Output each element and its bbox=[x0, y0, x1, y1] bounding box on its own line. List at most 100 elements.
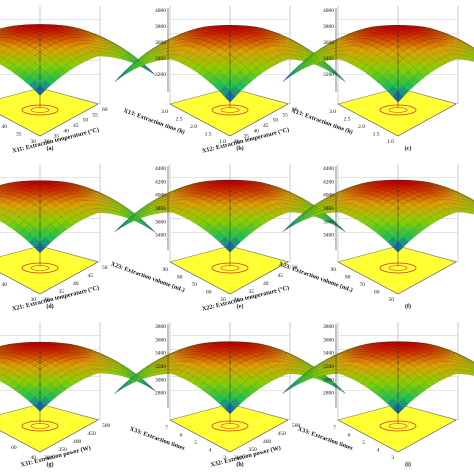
z-tick-label: 2800 bbox=[155, 391, 166, 397]
z-tick-label: 4000 bbox=[323, 193, 334, 199]
y-tick-label: 60 bbox=[11, 445, 17, 451]
y-tick-label: 6 bbox=[348, 433, 351, 439]
y-tick-label: 5 bbox=[362, 440, 365, 446]
x-tick-label: 500 bbox=[292, 423, 301, 429]
surface-patch bbox=[281, 223, 293, 233]
surface-patch bbox=[0, 188, 4, 191]
surface-patch bbox=[0, 30, 4, 33]
floor-edge bbox=[337, 419, 399, 453]
surface-patch bbox=[0, 44, 4, 49]
z-tick-label: 4400 bbox=[155, 166, 166, 172]
x-tick-label: 50 bbox=[292, 265, 298, 271]
surface-patch bbox=[113, 72, 125, 83]
z-tick-label: 3800 bbox=[323, 24, 334, 30]
x-tick-label: 30 bbox=[44, 297, 50, 303]
x-tick-label: 300 bbox=[234, 455, 243, 461]
surface bbox=[0, 180, 157, 254]
surface-patch bbox=[335, 385, 347, 395]
x-tick-label: 350 bbox=[249, 447, 258, 453]
z-tick-label: 3200 bbox=[155, 364, 166, 370]
z-tick-label: 3200 bbox=[155, 72, 166, 78]
y-tick-label: 1.0 bbox=[387, 139, 394, 145]
y-tick-label: 5 bbox=[194, 440, 197, 446]
z-tick-label: 4000 bbox=[155, 8, 166, 14]
surface-patch bbox=[0, 347, 4, 350]
y-axis-label: X33: Extraction times bbox=[297, 425, 355, 452]
panel-caption: (a) bbox=[47, 145, 54, 152]
surface-patch bbox=[0, 206, 4, 211]
y-tick-label: 30 bbox=[31, 139, 37, 145]
x-tick-label: 50 bbox=[83, 118, 89, 124]
surface-patch bbox=[0, 346, 4, 349]
floor-edge bbox=[169, 261, 231, 295]
y-tick-label: 3 bbox=[223, 455, 226, 461]
floor-edge bbox=[337, 261, 399, 295]
surface-patch bbox=[0, 349, 4, 352]
surface-patch bbox=[0, 201, 4, 205]
surface-patch bbox=[0, 345, 4, 348]
y-tick-label: 70 bbox=[360, 282, 366, 288]
panel-caption: (h) bbox=[236, 461, 243, 468]
surface bbox=[113, 341, 347, 415]
z-tick-label: 3400 bbox=[155, 56, 166, 62]
x-tick-label: 500 bbox=[102, 423, 111, 429]
surface-patch bbox=[140, 221, 151, 230]
x-tick-label: 30 bbox=[234, 139, 240, 145]
y-tick-label: 70 bbox=[192, 282, 198, 288]
z-tick-label: 3400 bbox=[155, 233, 166, 239]
z-tick-label: 4200 bbox=[155, 179, 166, 185]
x-tick-label: 400 bbox=[263, 439, 272, 445]
y-tick-label: 3.0 bbox=[329, 109, 336, 115]
y-tick-label: 7 bbox=[165, 425, 168, 431]
y-tick-label: 1.5 bbox=[205, 132, 212, 138]
surface-patch bbox=[113, 223, 125, 233]
surface-patch bbox=[0, 193, 4, 196]
panel-caption: (e) bbox=[237, 303, 244, 310]
surface bbox=[0, 24, 157, 96]
z-tick-label: 3800 bbox=[155, 24, 166, 30]
z-tick-label: 3400 bbox=[323, 233, 334, 239]
y-tick-label: 3.0 bbox=[161, 109, 168, 115]
y-axis-label: X23: Extraction volume (mL) bbox=[110, 261, 186, 294]
floor-edge bbox=[169, 103, 231, 137]
surface-patch bbox=[281, 385, 293, 395]
x-tick-label: 450 bbox=[278, 431, 287, 437]
y-tick-label: 35 bbox=[16, 132, 22, 138]
x-axis-label: X12: Extraction temperature (°C) bbox=[201, 126, 290, 154]
y-tick-label: 50 bbox=[221, 297, 227, 303]
y-tick-label: 30 bbox=[31, 297, 37, 303]
panel-c: 400038003600340032003.02.52.01.51.0X13: … bbox=[281, 6, 474, 152]
panel-d: 3035404550504030ime (min)X21: Extraction… bbox=[0, 164, 157, 313]
y-tick-label: 7 bbox=[333, 425, 336, 431]
surface-patch bbox=[0, 373, 4, 379]
x-axis-label: X11: Extraction temperature (°C) bbox=[12, 126, 100, 154]
y-tick-label: 60 bbox=[206, 290, 212, 296]
z-tick-label: 3600 bbox=[323, 337, 334, 343]
z-tick-label: 3200 bbox=[323, 72, 334, 78]
z-tick-label: 3800 bbox=[155, 324, 166, 330]
floor-plane bbox=[337, 245, 457, 295]
floor-edge bbox=[229, 261, 289, 295]
x-axis-label: X21: Extraction temperature (°C) bbox=[11, 284, 100, 312]
surface-patch bbox=[0, 34, 4, 37]
surface-patch bbox=[287, 220, 298, 230]
surface-patch bbox=[0, 367, 4, 372]
floor-edge bbox=[229, 419, 289, 453]
floor-edge bbox=[39, 103, 99, 137]
surface-patch bbox=[335, 223, 347, 233]
surface bbox=[0, 341, 157, 412]
z-tick-label: 3600 bbox=[323, 40, 334, 46]
z-tick-label: 3600 bbox=[155, 337, 166, 343]
x-tick-label: 50 bbox=[102, 265, 108, 271]
x-tick-label: 300 bbox=[44, 455, 53, 461]
surface-patch bbox=[0, 185, 4, 187]
surface-patch bbox=[0, 184, 4, 186]
surface bbox=[281, 25, 474, 103]
z-tick-label: 3600 bbox=[155, 219, 166, 225]
z-tick-label: 3400 bbox=[323, 351, 334, 357]
z-tick-label: 4000 bbox=[323, 8, 334, 14]
surface-patch bbox=[0, 28, 4, 30]
y-tick-label: 80 bbox=[177, 275, 183, 281]
surface-patch bbox=[0, 345, 4, 347]
